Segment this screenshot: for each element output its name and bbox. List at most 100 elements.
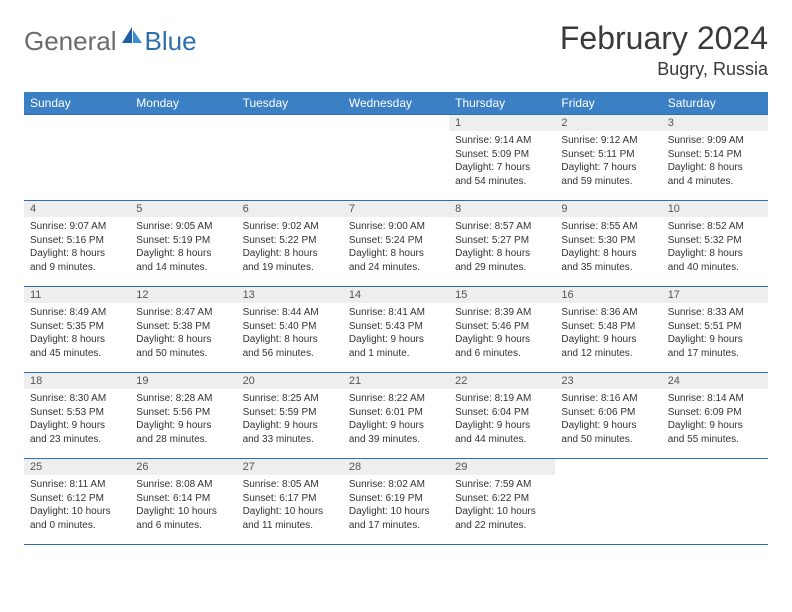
day-number: 14 bbox=[343, 287, 449, 303]
day-cell: 8Sunrise: 8:57 AMSunset: 5:27 PMDaylight… bbox=[449, 201, 555, 287]
day-cell: 9Sunrise: 8:55 AMSunset: 5:30 PMDaylight… bbox=[555, 201, 661, 287]
day-number: 15 bbox=[449, 287, 555, 303]
day-number: 21 bbox=[343, 373, 449, 389]
day-cell: 27Sunrise: 8:05 AMSunset: 6:17 PMDayligh… bbox=[237, 459, 343, 545]
day-number: 4 bbox=[24, 201, 130, 217]
day-number: 29 bbox=[449, 459, 555, 475]
day-cell: 2Sunrise: 9:12 AMSunset: 5:11 PMDaylight… bbox=[555, 115, 661, 201]
day-header-row: SundayMondayTuesdayWednesdayThursdayFrid… bbox=[24, 92, 768, 115]
day-header: Saturday bbox=[662, 92, 768, 115]
title-block: February 2024 Bugry, Russia bbox=[560, 20, 768, 80]
day-details: Sunrise: 8:11 AMSunset: 6:12 PMDaylight:… bbox=[24, 475, 130, 536]
day-cell: 13Sunrise: 8:44 AMSunset: 5:40 PMDayligh… bbox=[237, 287, 343, 373]
day-cell: 19Sunrise: 8:28 AMSunset: 5:56 PMDayligh… bbox=[130, 373, 236, 459]
day-details: Sunrise: 9:00 AMSunset: 5:24 PMDaylight:… bbox=[343, 217, 449, 278]
day-details: Sunrise: 8:44 AMSunset: 5:40 PMDaylight:… bbox=[237, 303, 343, 364]
sail-icon bbox=[121, 26, 143, 49]
day-number: 1 bbox=[449, 115, 555, 131]
day-cell: 28Sunrise: 8:02 AMSunset: 6:19 PMDayligh… bbox=[343, 459, 449, 545]
day-cell: 4Sunrise: 9:07 AMSunset: 5:16 PMDaylight… bbox=[24, 201, 130, 287]
day-details: Sunrise: 9:07 AMSunset: 5:16 PMDaylight:… bbox=[24, 217, 130, 278]
day-header: Thursday bbox=[449, 92, 555, 115]
day-details: Sunrise: 8:39 AMSunset: 5:46 PMDaylight:… bbox=[449, 303, 555, 364]
day-details: Sunrise: 9:12 AMSunset: 5:11 PMDaylight:… bbox=[555, 131, 661, 192]
calendar-body: ....1Sunrise: 9:14 AMSunset: 5:09 PMDayl… bbox=[24, 115, 768, 545]
day-cell: . bbox=[555, 459, 661, 545]
day-details: Sunrise: 9:02 AMSunset: 5:22 PMDaylight:… bbox=[237, 217, 343, 278]
day-cell: 18Sunrise: 8:30 AMSunset: 5:53 PMDayligh… bbox=[24, 373, 130, 459]
day-details: Sunrise: 8:16 AMSunset: 6:06 PMDaylight:… bbox=[555, 389, 661, 450]
day-details: Sunrise: 9:09 AMSunset: 5:14 PMDaylight:… bbox=[662, 131, 768, 192]
day-cell: 7Sunrise: 9:00 AMSunset: 5:24 PMDaylight… bbox=[343, 201, 449, 287]
day-details: Sunrise: 8:52 AMSunset: 5:32 PMDaylight:… bbox=[662, 217, 768, 278]
week-row: 18Sunrise: 8:30 AMSunset: 5:53 PMDayligh… bbox=[24, 373, 768, 459]
day-details: Sunrise: 8:05 AMSunset: 6:17 PMDaylight:… bbox=[237, 475, 343, 536]
location-label: Bugry, Russia bbox=[560, 59, 768, 80]
day-number: 2 bbox=[555, 115, 661, 131]
day-number: 13 bbox=[237, 287, 343, 303]
day-cell: 20Sunrise: 8:25 AMSunset: 5:59 PMDayligh… bbox=[237, 373, 343, 459]
day-number: 20 bbox=[237, 373, 343, 389]
day-cell: 11Sunrise: 8:49 AMSunset: 5:35 PMDayligh… bbox=[24, 287, 130, 373]
brand-part1: General bbox=[24, 26, 117, 57]
day-cell: 1Sunrise: 9:14 AMSunset: 5:09 PMDaylight… bbox=[449, 115, 555, 201]
day-cell: 26Sunrise: 8:08 AMSunset: 6:14 PMDayligh… bbox=[130, 459, 236, 545]
day-cell: . bbox=[130, 115, 236, 201]
day-details: Sunrise: 9:14 AMSunset: 5:09 PMDaylight:… bbox=[449, 131, 555, 192]
week-row: 11Sunrise: 8:49 AMSunset: 5:35 PMDayligh… bbox=[24, 287, 768, 373]
day-details: Sunrise: 8:22 AMSunset: 6:01 PMDaylight:… bbox=[343, 389, 449, 450]
day-number: 16 bbox=[555, 287, 661, 303]
day-number: 12 bbox=[130, 287, 236, 303]
day-details: Sunrise: 8:28 AMSunset: 5:56 PMDaylight:… bbox=[130, 389, 236, 450]
day-cell: . bbox=[24, 115, 130, 201]
day-number: 9 bbox=[555, 201, 661, 217]
month-title: February 2024 bbox=[560, 20, 768, 57]
day-cell: 15Sunrise: 8:39 AMSunset: 5:46 PMDayligh… bbox=[449, 287, 555, 373]
day-number: 11 bbox=[24, 287, 130, 303]
week-row: 25Sunrise: 8:11 AMSunset: 6:12 PMDayligh… bbox=[24, 459, 768, 545]
day-details: Sunrise: 8:57 AMSunset: 5:27 PMDaylight:… bbox=[449, 217, 555, 278]
day-cell: 10Sunrise: 8:52 AMSunset: 5:32 PMDayligh… bbox=[662, 201, 768, 287]
day-cell: 5Sunrise: 9:05 AMSunset: 5:19 PMDaylight… bbox=[130, 201, 236, 287]
day-cell: 3Sunrise: 9:09 AMSunset: 5:14 PMDaylight… bbox=[662, 115, 768, 201]
day-details: Sunrise: 7:59 AMSunset: 6:22 PMDaylight:… bbox=[449, 475, 555, 536]
day-header: Tuesday bbox=[237, 92, 343, 115]
day-number: 8 bbox=[449, 201, 555, 217]
day-cell: . bbox=[343, 115, 449, 201]
day-details: Sunrise: 8:41 AMSunset: 5:43 PMDaylight:… bbox=[343, 303, 449, 364]
day-number: 6 bbox=[237, 201, 343, 217]
day-number: 25 bbox=[24, 459, 130, 475]
day-cell: 21Sunrise: 8:22 AMSunset: 6:01 PMDayligh… bbox=[343, 373, 449, 459]
day-number: 24 bbox=[662, 373, 768, 389]
day-cell: 29Sunrise: 7:59 AMSunset: 6:22 PMDayligh… bbox=[449, 459, 555, 545]
day-details: Sunrise: 8:25 AMSunset: 5:59 PMDaylight:… bbox=[237, 389, 343, 450]
page-header: General Blue February 2024 Bugry, Russia bbox=[24, 20, 768, 80]
day-number: 23 bbox=[555, 373, 661, 389]
day-cell: 24Sunrise: 8:14 AMSunset: 6:09 PMDayligh… bbox=[662, 373, 768, 459]
day-number: 10 bbox=[662, 201, 768, 217]
day-details: Sunrise: 8:33 AMSunset: 5:51 PMDaylight:… bbox=[662, 303, 768, 364]
day-cell: 6Sunrise: 9:02 AMSunset: 5:22 PMDaylight… bbox=[237, 201, 343, 287]
day-details: Sunrise: 8:55 AMSunset: 5:30 PMDaylight:… bbox=[555, 217, 661, 278]
day-number: 3 bbox=[662, 115, 768, 131]
day-number: 17 bbox=[662, 287, 768, 303]
day-number: 28 bbox=[343, 459, 449, 475]
day-details: Sunrise: 8:02 AMSunset: 6:19 PMDaylight:… bbox=[343, 475, 449, 536]
day-cell: . bbox=[237, 115, 343, 201]
day-number: 19 bbox=[130, 373, 236, 389]
day-details: Sunrise: 8:36 AMSunset: 5:48 PMDaylight:… bbox=[555, 303, 661, 364]
week-row: ....1Sunrise: 9:14 AMSunset: 5:09 PMDayl… bbox=[24, 115, 768, 201]
day-cell: 23Sunrise: 8:16 AMSunset: 6:06 PMDayligh… bbox=[555, 373, 661, 459]
day-header: Monday bbox=[130, 92, 236, 115]
day-details: Sunrise: 8:49 AMSunset: 5:35 PMDaylight:… bbox=[24, 303, 130, 364]
day-cell: 22Sunrise: 8:19 AMSunset: 6:04 PMDayligh… bbox=[449, 373, 555, 459]
day-details: Sunrise: 8:30 AMSunset: 5:53 PMDaylight:… bbox=[24, 389, 130, 450]
day-details: Sunrise: 9:05 AMSunset: 5:19 PMDaylight:… bbox=[130, 217, 236, 278]
day-header: Wednesday bbox=[343, 92, 449, 115]
calendar-table: SundayMondayTuesdayWednesdayThursdayFrid… bbox=[24, 92, 768, 545]
day-cell: 14Sunrise: 8:41 AMSunset: 5:43 PMDayligh… bbox=[343, 287, 449, 373]
day-details: Sunrise: 8:14 AMSunset: 6:09 PMDaylight:… bbox=[662, 389, 768, 450]
day-number: 22 bbox=[449, 373, 555, 389]
day-number: 18 bbox=[24, 373, 130, 389]
brand-part2: Blue bbox=[145, 26, 197, 57]
